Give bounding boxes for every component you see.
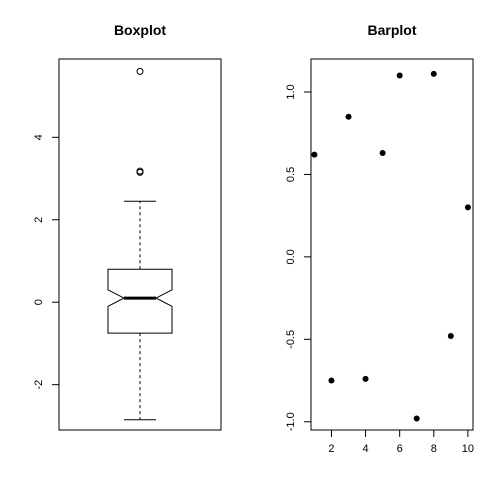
y-tick-label: 1.0 <box>285 84 297 99</box>
scatter-point <box>464 204 471 211</box>
y-tick-label: -0.5 <box>285 330 297 349</box>
scatter-point <box>447 333 454 340</box>
scatter-point <box>413 415 420 422</box>
scatter-point <box>328 377 335 384</box>
y-tick-label: 4 <box>33 134 45 140</box>
scatter-title: Barplot <box>368 22 417 38</box>
scatter-point <box>430 70 437 77</box>
scatter-point <box>362 375 369 382</box>
y-tick-label: 0 <box>33 299 45 305</box>
outlier-point <box>136 167 144 175</box>
boxplot-panel: -2 0 2 4 <box>33 58 222 431</box>
x-tick-label: 10 <box>462 443 474 455</box>
boxplot-title: Boxplot <box>114 22 166 38</box>
y-tick-label: -1.0 <box>285 412 297 431</box>
x-tick-label: 2 <box>328 443 334 455</box>
y-tick-label: 0.0 <box>285 249 297 264</box>
x-tick-label: 6 <box>397 443 403 455</box>
scatter-point <box>396 72 403 79</box>
scatter-point <box>379 149 386 156</box>
scatter-point <box>311 151 318 158</box>
scatter-point <box>345 113 352 120</box>
scatter-frame <box>310 58 474 431</box>
y-tick-label: -2 <box>33 380 45 390</box>
y-tick-label: 0.5 <box>285 167 297 182</box>
y-tick-label: 2 <box>33 217 45 223</box>
outlier-point <box>136 67 144 75</box>
x-tick-label: 4 <box>363 443 369 455</box>
scatter-panel: 2 4 6 8 10 -1.0 -0.5 0.0 0.5 1.0 <box>285 58 474 455</box>
x-tick-label: 8 <box>431 443 437 455</box>
notched-box <box>107 268 173 334</box>
